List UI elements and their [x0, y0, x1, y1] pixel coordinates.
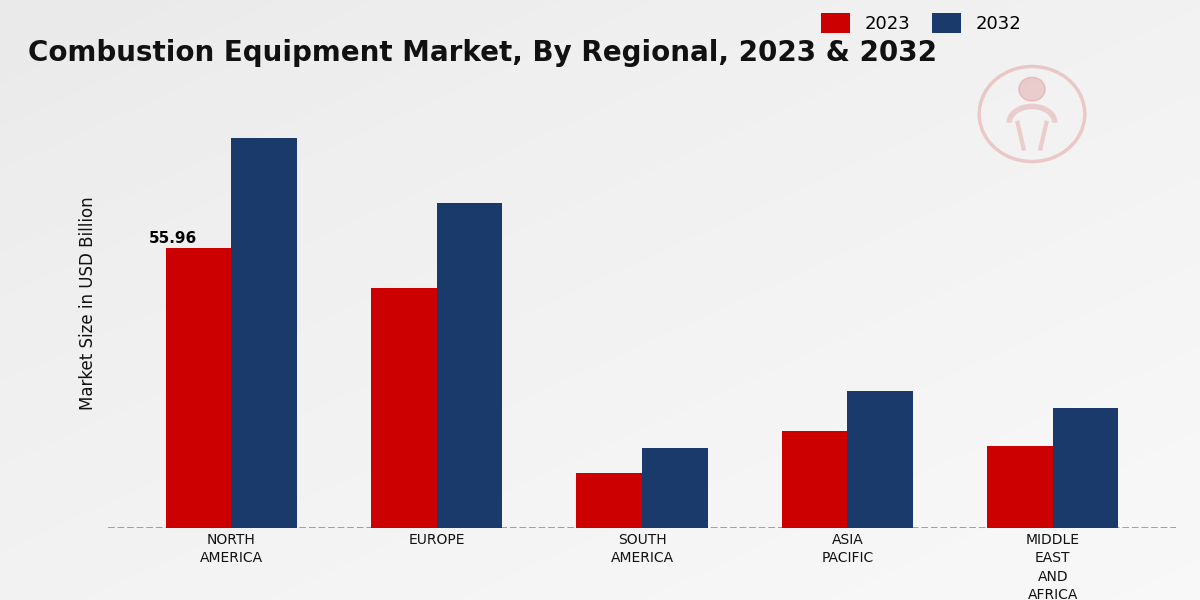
Legend: 2023, 2032: 2023, 2032: [814, 6, 1028, 40]
Bar: [847, 391, 913, 528]
Circle shape: [1019, 77, 1045, 101]
Y-axis label: Market Size in USD Billion: Market Size in USD Billion: [79, 196, 97, 410]
Bar: [232, 138, 296, 528]
Bar: [988, 445, 1052, 528]
Bar: [576, 473, 642, 528]
Bar: [166, 248, 232, 528]
Bar: [781, 431, 847, 528]
Text: Combustion Equipment Market, By Regional, 2023 & 2032: Combustion Equipment Market, By Regional…: [28, 40, 937, 67]
Bar: [371, 288, 437, 528]
Text: 55.96: 55.96: [149, 230, 197, 246]
Bar: [437, 203, 503, 528]
Bar: [642, 448, 708, 528]
Bar: [1052, 408, 1118, 528]
